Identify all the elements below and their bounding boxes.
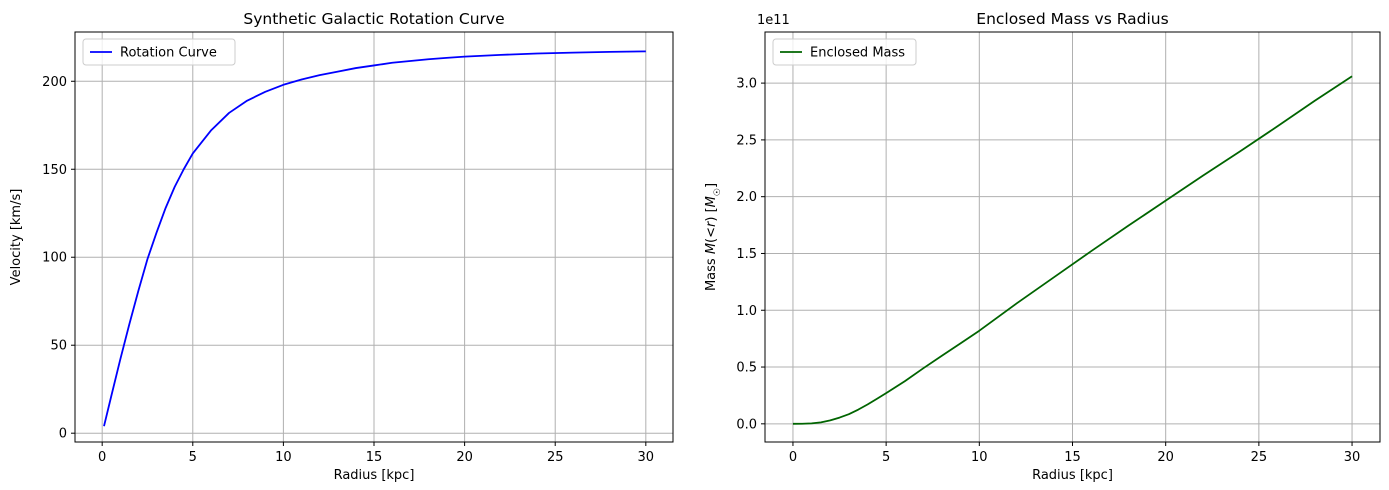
y-tick-label: 0 — [59, 427, 67, 442]
y-axis-label: Mass M(<r) [M☉] — [704, 183, 723, 291]
y-axis-label-part: (< — [704, 227, 719, 243]
y-tick-label: 150 — [42, 163, 67, 178]
chart-panel-1: 0 5 10 15 20 25 30 0 50 100 150 200 Synthetic Galact… — [9, 10, 674, 483]
x-tick-label: 25 — [1251, 450, 1268, 465]
y-tick-label: 3.0 — [736, 77, 757, 92]
x-tick-label: 5 — [882, 450, 890, 465]
y-tick-label: 100 — [42, 251, 67, 266]
x-tick-label: 0 — [98, 450, 106, 465]
y-axis-label-part: Mass — [704, 254, 719, 291]
chart-title: Synthetic Galactic Rotation Curve — [243, 10, 504, 28]
x-axis-label: Radius [kpc] — [334, 468, 415, 483]
y-axis-label-part: M — [704, 196, 719, 207]
y-tick-label: 50 — [50, 339, 67, 354]
x-tick-label: 30 — [1344, 450, 1361, 465]
x-tick-label: 10 — [275, 450, 292, 465]
y-tick-label: 2.0 — [736, 190, 757, 205]
y-tick-label: 0.0 — [736, 417, 757, 432]
legend-box — [772, 38, 917, 66]
legend: Rotation Curve — [82, 38, 236, 66]
x-tick-label: 15 — [366, 450, 383, 465]
y-axis-label: Velocity [km/s] — [9, 189, 24, 286]
x-tick-label: 20 — [1157, 450, 1174, 465]
x-tick-label: 20 — [456, 450, 473, 465]
y-tick-label: 2.5 — [736, 133, 757, 148]
legend: Enclosed Mass — [772, 38, 917, 66]
series-line-rotation-curve — [103, 50, 646, 427]
x-tick-label: 15 — [1064, 450, 1081, 465]
y-tick-label: 1.0 — [736, 304, 757, 319]
legend-box — [82, 38, 236, 66]
x-tick-label: 25 — [547, 450, 564, 465]
x-axis-label: Radius [kpc] — [1032, 468, 1113, 483]
y-axis-label-part: r — [704, 220, 719, 227]
axis-offset-label: 1e11 — [757, 13, 790, 28]
y-axis-label-part: ] — [704, 183, 719, 188]
y-tick-label: 200 — [42, 75, 67, 90]
x-tick-label: 10 — [971, 450, 988, 465]
x-tick-label: 5 — [189, 450, 197, 465]
x-tick-label: 30 — [638, 450, 655, 465]
x-tick-label: 0 — [789, 450, 797, 465]
y-tick-label: 0.5 — [736, 361, 757, 376]
y-axis-label-part: M — [704, 243, 719, 254]
chart-title: Enclosed Mass vs Radius — [976, 10, 1168, 28]
y-axis-label-part: ☉ — [713, 188, 723, 196]
series-line-enclosed-mass — [792, 75, 1353, 425]
y-tick-label: 1.5 — [736, 247, 757, 262]
legend-label: Enclosed Mass — [810, 46, 905, 61]
chart-panel-2: 0 5 10 15 20 25 30 0.0 0.5 1.0 1.5 2.0 2.5 3.0 Enclose… — [704, 10, 1381, 483]
legend-label: Rotation Curve — [120, 46, 217, 61]
y-axis-label-part: ) [ — [704, 207, 719, 221]
